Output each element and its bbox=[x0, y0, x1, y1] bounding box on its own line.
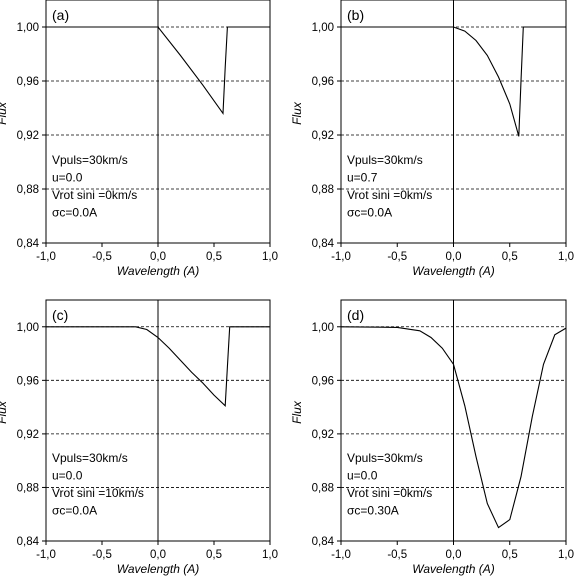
x-tick-label: -0,5 bbox=[92, 251, 112, 263]
annotation-text: u=0.0 bbox=[347, 469, 378, 483]
y-tick-label: 0,84 bbox=[17, 238, 40, 250]
y-tick-label: 0,96 bbox=[17, 375, 39, 387]
annotation-text: Vrot sini =0km/s bbox=[347, 188, 432, 202]
y-tick-label: 0,84 bbox=[312, 536, 335, 548]
x-tick-label: 0,5 bbox=[502, 251, 518, 263]
annotation-text: σc=0.0A bbox=[52, 504, 97, 518]
x-tick-label: 1,0 bbox=[558, 549, 574, 561]
y-tick-label: 0,88 bbox=[312, 184, 334, 196]
annotation-text: Vpuls=30km/s bbox=[52, 153, 128, 167]
x-tick-label: 0,0 bbox=[150, 549, 166, 561]
annotation-text: Vpuls=30km/s bbox=[347, 451, 423, 465]
y-tick-label: 1,00 bbox=[17, 322, 39, 334]
x-tick-label: 0,0 bbox=[150, 251, 166, 263]
y-tick-label: 0,96 bbox=[17, 76, 39, 88]
x-tick-label: -0,5 bbox=[387, 251, 407, 263]
annotation-text: u=0.0 bbox=[52, 469, 83, 483]
annotation-text: σc=0.30A bbox=[347, 504, 399, 518]
y-tick-label: 0,96 bbox=[312, 76, 334, 88]
x-tick-label: 0,5 bbox=[502, 549, 518, 561]
chart-panel-3: -1,0 -0,5 0,0 0,5 1,0 1,00 0,96 0,92 0,88 0,84 Wav… bbox=[0, 299, 278, 576]
y-axis-label: Flux bbox=[290, 400, 304, 424]
y-tick-label: 1,00 bbox=[312, 22, 334, 34]
y-tick-label: 0,84 bbox=[312, 238, 335, 250]
y-axis-label: Flux bbox=[290, 101, 304, 125]
annotation-text: u=0.0 bbox=[52, 171, 83, 185]
annotation-text: Vrot sini =0km/s bbox=[347, 486, 432, 500]
chart-panel-1: -1,0 -0,5 0,0 0,5 1,0 1,00 0,96 0,92 0,88 0,84 Wav… bbox=[0, 0, 278, 278]
x-tick-label: 0,5 bbox=[206, 549, 222, 561]
x-tick-label: 1,0 bbox=[262, 549, 278, 561]
x-axis-label: Wavelength (A) bbox=[412, 562, 494, 576]
annotation-text: σc=0.0A bbox=[347, 206, 392, 220]
annotation-text: Vpuls=30km/s bbox=[52, 451, 128, 465]
y-tick-label: 0,92 bbox=[312, 130, 334, 142]
panel-label: (c) bbox=[52, 307, 68, 323]
y-tick-label: 0,88 bbox=[17, 482, 39, 494]
y-tick-label: 0,88 bbox=[17, 184, 39, 196]
y-axis-label: Flux bbox=[0, 400, 9, 424]
x-tick-label: -0,5 bbox=[92, 549, 112, 561]
x-tick-label: -0,5 bbox=[387, 549, 407, 561]
x-axis-label: Wavelength (A) bbox=[117, 264, 199, 278]
y-tick-label: 0,96 bbox=[312, 375, 334, 387]
chart-panel-2: -1,0 -0,5 0,0 0,5 1,0 1,00 0,96 0,92 0,88 0,84 Wav… bbox=[290, 0, 574, 278]
series-line bbox=[46, 26, 270, 116]
annotation-text: σc=0.0A bbox=[52, 206, 97, 220]
x-axis-label: Wavelength (A) bbox=[117, 562, 199, 576]
y-tick-label: 0,84 bbox=[17, 536, 40, 548]
annotation-text: Vrot sini =10km/s bbox=[52, 486, 144, 500]
y-tick-label: 0,92 bbox=[17, 429, 39, 441]
x-tick-label: -1,0 bbox=[36, 549, 56, 561]
x-tick-label: 1,0 bbox=[262, 251, 278, 263]
panel-label: (b) bbox=[347, 7, 364, 23]
x-tick-label: 0,5 bbox=[206, 251, 222, 263]
x-tick-label: -1,0 bbox=[331, 549, 351, 561]
y-tick-label: 1,00 bbox=[312, 322, 334, 334]
x-tick-label: -1,0 bbox=[331, 251, 351, 263]
x-tick-label: 0,0 bbox=[446, 549, 462, 561]
y-tick-label: 0,88 bbox=[312, 482, 334, 494]
x-axis-label: Wavelength (A) bbox=[412, 264, 494, 278]
y-axis-label: Flux bbox=[0, 101, 9, 125]
y-tick-label: 1,00 bbox=[17, 22, 39, 34]
annotation-text: Vpuls=30km/s bbox=[347, 153, 423, 167]
panel-label: (a) bbox=[52, 7, 69, 23]
y-tick-label: 0,92 bbox=[17, 130, 39, 142]
x-tick-label: 0,0 bbox=[446, 251, 462, 263]
annotation-text: Vrot sini =0km/s bbox=[52, 188, 137, 202]
annotation-text: u=0.7 bbox=[347, 171, 378, 185]
chart-panel-4: -1,0 -0,5 0,0 0,5 1,0 1,00 0,96 0,92 0,88 0,84 Wav… bbox=[290, 299, 574, 576]
x-tick-label: 1,0 bbox=[558, 251, 574, 263]
panel-label: (d) bbox=[347, 307, 364, 323]
x-tick-label: -1,0 bbox=[36, 251, 56, 263]
series-line bbox=[46, 326, 270, 408]
series-line bbox=[341, 26, 566, 137]
y-tick-label: 0,92 bbox=[312, 429, 334, 441]
series-line bbox=[340, 326, 567, 529]
